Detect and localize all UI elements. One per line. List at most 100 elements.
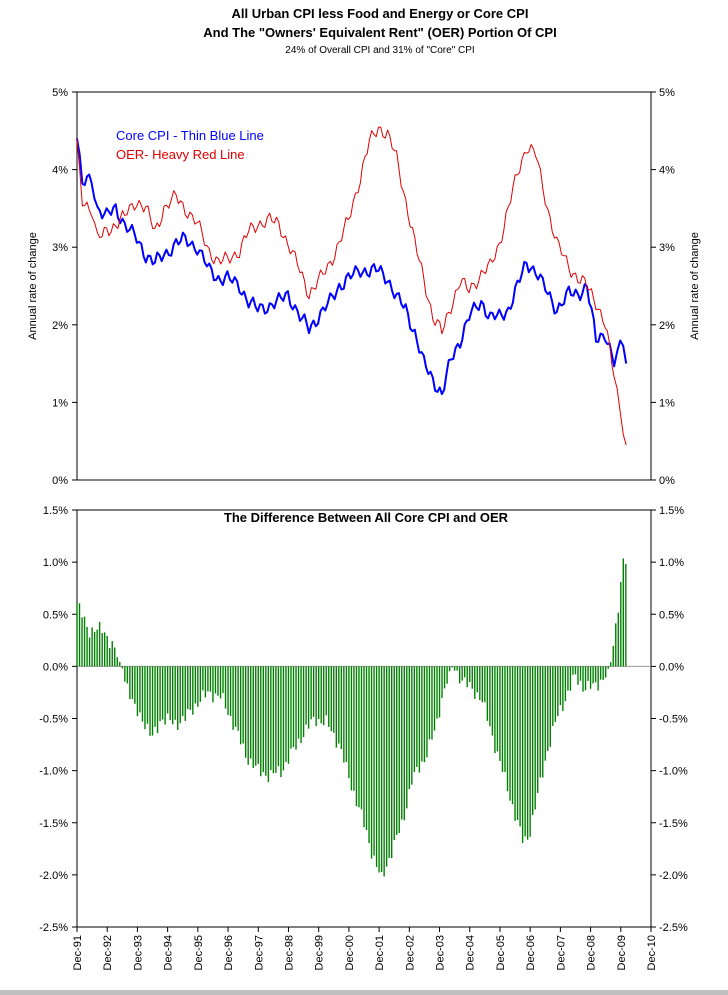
difference-bar <box>398 666 400 834</box>
difference-bar <box>139 666 141 713</box>
difference-bar <box>255 666 257 766</box>
y-axis-label-left: Annual rate of change <box>27 232 39 340</box>
difference-bar <box>476 666 478 693</box>
difference-bar <box>620 581 622 667</box>
y-tick-label-right: 0% <box>659 475 675 487</box>
difference-bar <box>411 666 413 785</box>
difference-bar <box>474 666 476 699</box>
difference-bar <box>136 666 139 717</box>
difference-bar <box>446 666 448 684</box>
difference-bar <box>257 666 259 764</box>
difference-bar <box>292 666 295 748</box>
difference-bar <box>469 666 471 682</box>
difference-bar <box>484 666 486 703</box>
difference-bar <box>589 666 592 689</box>
difference-bar <box>194 666 197 704</box>
difference-bar <box>506 666 509 792</box>
difference-bar <box>557 666 559 717</box>
difference-bar <box>333 666 335 733</box>
difference-bar <box>129 666 131 700</box>
difference-bar <box>516 666 519 820</box>
x-tick-label: Dec-10 <box>646 935 658 970</box>
difference-bar <box>423 666 426 763</box>
difference-bar <box>511 666 514 805</box>
difference-bar <box>166 666 169 714</box>
difference-bar <box>552 666 554 726</box>
diff-y-tick-label-right: -2.5% <box>659 922 688 934</box>
x-tick-label: Dec-05 <box>495 935 507 970</box>
difference-bar <box>189 666 191 710</box>
difference-bar <box>126 666 129 684</box>
difference-bar <box>567 666 569 691</box>
difference-bar <box>217 666 219 696</box>
x-tick-label: Dec-93 <box>132 935 144 970</box>
x-tick-label: Dec-08 <box>586 935 598 970</box>
x-tick-label: Dec-92 <box>102 935 114 970</box>
x-tick-label: Dec-97 <box>253 935 265 970</box>
difference-bar <box>428 666 431 740</box>
difference-bar <box>597 666 599 691</box>
difference-bar <box>222 666 224 694</box>
difference-bar <box>491 666 494 736</box>
difference-bar <box>514 666 516 821</box>
x-tick-label: Dec-04 <box>465 935 477 970</box>
difference-bar <box>509 666 511 801</box>
y-tick-label-left: 3% <box>52 242 68 254</box>
difference-bar <box>403 666 405 821</box>
difference-bar <box>421 666 423 762</box>
x-tick-label: Dec-02 <box>404 935 416 970</box>
difference-bar <box>76 603 78 667</box>
difference-bar <box>534 666 536 810</box>
difference-bar <box>436 666 438 719</box>
x-tick-label: Dec-03 <box>435 935 447 970</box>
difference-bar <box>312 666 315 717</box>
x-tick-label: Dec-00 <box>344 935 356 970</box>
difference-bar <box>177 666 179 730</box>
difference-bar <box>300 666 302 744</box>
difference-bar <box>328 666 330 727</box>
y-tick-label-left: 2% <box>52 320 68 332</box>
diff-y-tick-label-left: -1.0% <box>39 766 68 778</box>
difference-bar <box>549 666 551 747</box>
difference-bar <box>431 666 433 740</box>
difference-bar <box>350 666 353 791</box>
diff-y-tick-label-right: -2.0% <box>659 870 688 882</box>
difference-bar <box>521 666 524 844</box>
difference-bar <box>234 666 237 727</box>
difference-bar <box>174 666 176 720</box>
difference-bar <box>587 666 589 681</box>
difference-bar <box>317 666 320 720</box>
difference-bar <box>458 666 461 684</box>
difference-bar <box>109 648 111 667</box>
difference-bar <box>481 666 484 703</box>
x-tick-label: Dec-06 <box>525 935 537 970</box>
difference-bar <box>471 666 473 689</box>
difference-bar <box>438 666 441 718</box>
difference-bar <box>149 666 151 736</box>
difference-bar <box>380 666 383 873</box>
difference-bar <box>413 666 416 772</box>
difference-bar <box>161 666 164 720</box>
y-tick-label-right: 3% <box>659 242 675 254</box>
difference-bar <box>219 666 222 699</box>
difference-bar <box>378 666 380 873</box>
difference-bar <box>260 666 262 777</box>
difference-bar <box>302 666 305 738</box>
chart-subtitle: 24% of Overall CPI and 31% of "Core" CPI <box>285 45 474 56</box>
difference-bar <box>280 666 282 778</box>
x-tick-label: Dec-95 <box>193 935 205 970</box>
diff-y-tick-label-left: -0.5% <box>39 714 68 726</box>
difference-bar <box>358 666 360 808</box>
difference-bar <box>519 666 521 827</box>
difference-bar <box>121 666 124 669</box>
difference-bar <box>396 666 398 835</box>
difference-bar <box>224 666 227 709</box>
difference-bar <box>406 666 408 809</box>
diff-y-tick-label-right: 1.0% <box>659 557 684 569</box>
difference-bar <box>323 666 325 726</box>
difference-bar <box>285 666 287 763</box>
difference-bar <box>212 666 214 703</box>
y-tick-label-right: 4% <box>659 165 675 177</box>
difference-bar <box>531 666 534 815</box>
